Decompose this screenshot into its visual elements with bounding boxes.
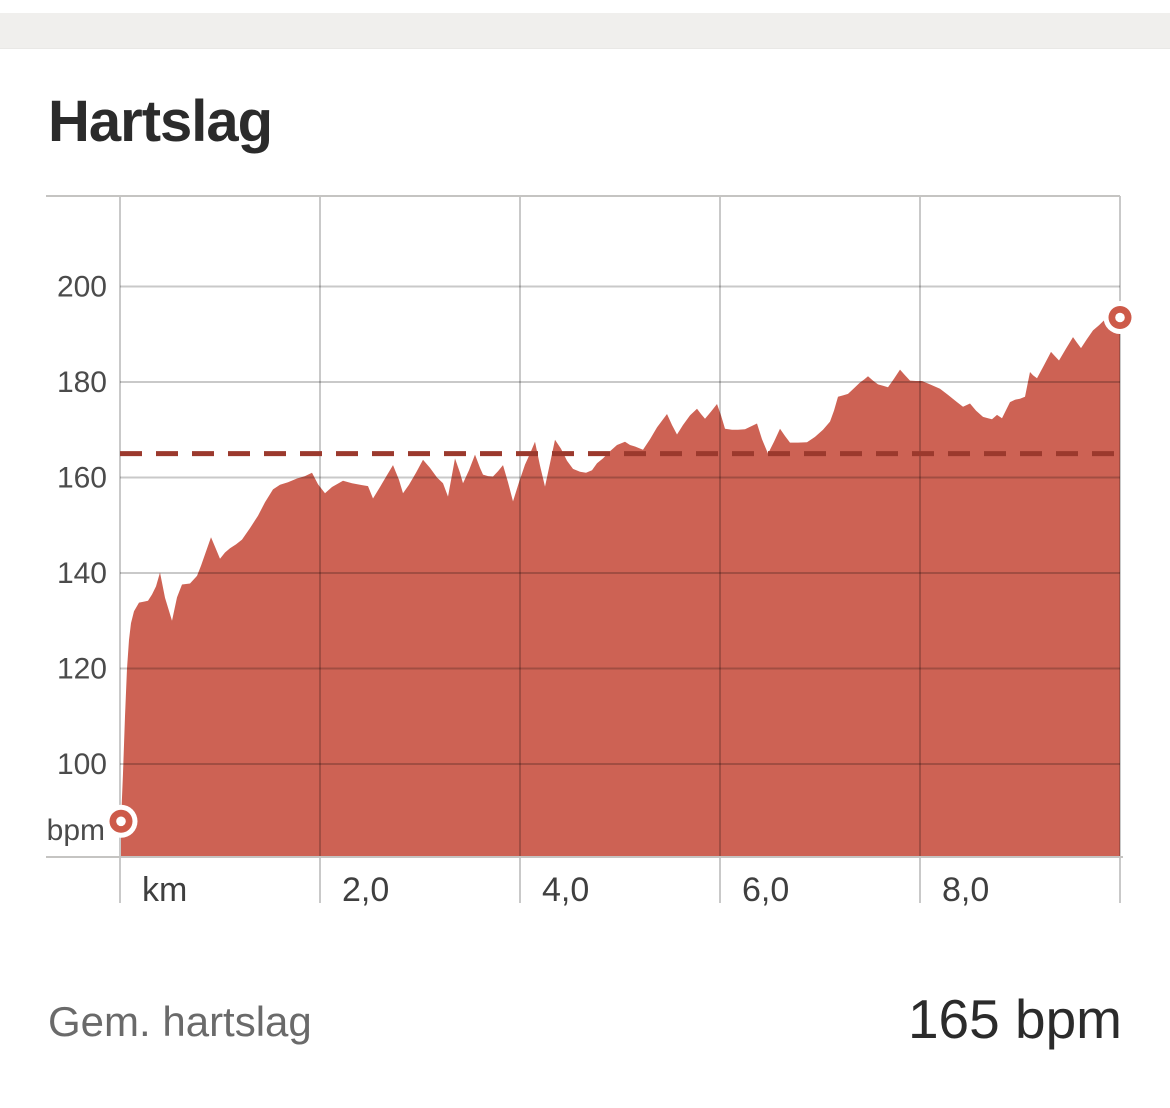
y-axis-tick-label: 120 <box>57 653 107 686</box>
y-axis-tick-label: 140 <box>57 557 107 590</box>
avg-heart-rate-label: Gem. hartslag <box>48 998 312 1045</box>
end-point-marker-hole <box>1115 312 1125 323</box>
x-axis-unit-label: km <box>142 871 187 909</box>
area-series <box>121 317 1120 857</box>
y-axis-tick-label: 200 <box>57 271 107 304</box>
x-axis-tick-label: 6,0 <box>742 871 789 909</box>
start-point-marker-hole <box>116 816 126 827</box>
avg-heart-rate-value: 165 bpm <box>907 988 1122 1050</box>
y-axis-tick-label: 100 <box>57 748 107 781</box>
y-axis-tick-label: 160 <box>57 462 107 495</box>
x-axis-tick-label: 8,0 <box>942 871 989 909</box>
x-axis-tick-label: 4,0 <box>542 871 589 909</box>
x-axis-tick-label: 2,0 <box>342 871 389 909</box>
card-gap-strip <box>0 13 1170 49</box>
page-title: Hartslag <box>48 89 273 154</box>
y-axis-unit-label: bpm <box>47 814 105 847</box>
y-axis-tick-label: 180 <box>57 366 107 399</box>
